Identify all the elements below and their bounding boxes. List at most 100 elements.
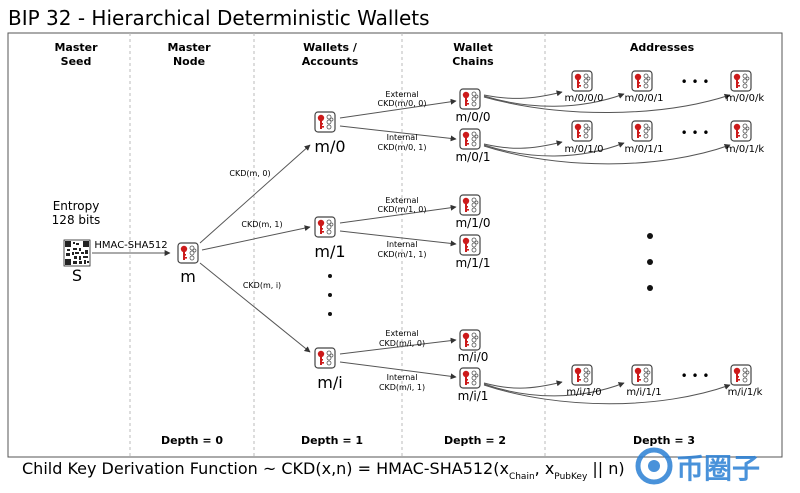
column-header-master-node: Node [173, 55, 205, 68]
formula-mid: , x [535, 459, 555, 478]
chain-ckd-label: CKD(m/1, 1) [378, 250, 427, 259]
formula-prefix: Child Key Derivation Function ~ CKD(x,n)… [22, 459, 509, 478]
column-header-wallets-accounts: Wallets / [303, 41, 358, 54]
ellipsis-dot [328, 274, 332, 278]
edge-chain-address [483, 382, 625, 397]
ellipsis-dot [328, 312, 332, 316]
chain-label: m/0/1 [455, 150, 490, 164]
edge-chain-address [483, 143, 731, 165]
edge-chain-address [483, 380, 563, 389]
formula-subscript-chain: Chain [509, 472, 535, 482]
diagram-frame [7, 32, 783, 458]
address-label: m/i/1/k [728, 387, 763, 398]
edge-chain-address [483, 140, 563, 149]
account-label: m/i [317, 373, 342, 392]
chain-label: m/1/1 [455, 256, 490, 270]
edge-account-chain [339, 337, 457, 355]
address-label: m/0/1/0 [565, 144, 604, 155]
address-key-icon [730, 120, 752, 142]
column-header-master-seed: Seed [61, 55, 92, 68]
chain-label: m/i/1 [458, 389, 489, 403]
depth-label: Depth = 0 [161, 434, 223, 447]
edge-chain-address [483, 93, 731, 113]
master-node-label: m [180, 267, 196, 286]
chain-type-label: Internal [387, 240, 418, 249]
column-header-master-seed: Master [54, 41, 98, 54]
chain-label: m/i/0 [458, 350, 489, 364]
edge-account-chain [339, 125, 457, 142]
entropy-label: Entropy [53, 199, 100, 213]
chain-key-icon [459, 194, 481, 216]
account-label: m/1 [314, 242, 345, 261]
formula-subscript-pubkey: PubKey [554, 472, 588, 482]
seed-qr-icon [63, 239, 91, 267]
address-label: m/0/0/1 [625, 93, 664, 104]
entropy-label: 128 bits [52, 213, 101, 227]
page-title: BIP 32 - Hierarchical Deterministic Wall… [8, 6, 430, 30]
account-key-icon [314, 111, 336, 133]
edge-account-chain [339, 230, 457, 247]
chain-key-icon [459, 234, 481, 256]
edge-chain-address [483, 93, 625, 107]
chain-label: m/1/0 [455, 216, 490, 230]
depth-label: Depth = 3 [633, 434, 695, 447]
column-header-addresses: Addresses [630, 41, 695, 54]
hmac-label: HMAC-SHA512 [94, 240, 167, 251]
address-key-icon [631, 120, 653, 142]
account-key-icon [314, 216, 336, 238]
address-ellipsis: • • • [681, 75, 710, 89]
depth-label: Depth = 1 [301, 434, 363, 447]
edge-m-i [199, 262, 311, 353]
address-key-icon [730, 70, 752, 92]
chain-ckd-label: CKD(m/0, 0) [378, 99, 427, 108]
address-label: m/0/0/0 [565, 93, 604, 104]
chain-ckd-label: CKD(m/i, 1) [379, 383, 425, 392]
ellipsis-dot [647, 233, 653, 239]
column-header-master-node: Master [167, 41, 211, 54]
edge-label-m-i: CKD(m, i) [243, 281, 281, 290]
edge-account-chain [339, 98, 457, 119]
address-label: m/0/1/1 [625, 144, 664, 155]
chain-ckd-label: CKD(m/1, 0) [378, 205, 427, 214]
column-header-wallet-chains: Chains [452, 55, 494, 68]
column-header-wallet-chains: Wallet [453, 41, 492, 54]
edge-m-1 [201, 225, 311, 251]
address-label: m/i/1/0 [566, 387, 601, 398]
chain-key-icon [459, 329, 481, 351]
chain-type-label: External [385, 329, 418, 338]
formula-suffix: || n) [587, 459, 624, 478]
column-header-wallets-accounts: Accounts [302, 55, 359, 68]
edge-m-0 [199, 144, 311, 244]
depth-label: Depth = 2 [444, 434, 506, 447]
chain-label: m/0/0 [455, 110, 490, 124]
address-key-icon [571, 120, 593, 142]
watermark-logo: 币圈子 [635, 447, 760, 485]
address-key-icon [730, 364, 752, 386]
ellipsis-dot [647, 259, 653, 265]
address-label: m/0/1/k [726, 144, 765, 155]
edge-label-m-1: CKD(m, 1) [241, 220, 282, 229]
chain-key-icon [459, 88, 481, 110]
ellipsis-dot [647, 285, 653, 291]
chain-type-label: Internal [387, 373, 418, 382]
address-label: m/i/1/1 [626, 387, 661, 398]
edge-label-m-0: CKD(m, 0) [229, 169, 270, 178]
account-label: m/0 [314, 137, 345, 156]
address-key-icon [571, 70, 593, 92]
ellipsis-dot [328, 293, 332, 297]
address-ellipsis: • • • [681, 126, 710, 140]
address-label: m/0/0/k [726, 93, 765, 104]
chain-type-label: External [385, 196, 418, 205]
address-ellipsis: • • • [681, 369, 710, 383]
chain-ckd-label: CKD(m/i, 0) [379, 339, 425, 348]
edge-chain-address [483, 383, 731, 405]
chain-type-label: Internal [387, 133, 418, 142]
chain-ckd-label: CKD(m/0, 1) [378, 143, 427, 152]
chain-type-label: External [385, 90, 418, 99]
address-key-icon [631, 70, 653, 92]
watermark-text: 币圈子 [676, 452, 760, 485]
address-key-icon [631, 364, 653, 386]
account-key-icon [314, 347, 336, 369]
master-key-icon [177, 242, 199, 264]
